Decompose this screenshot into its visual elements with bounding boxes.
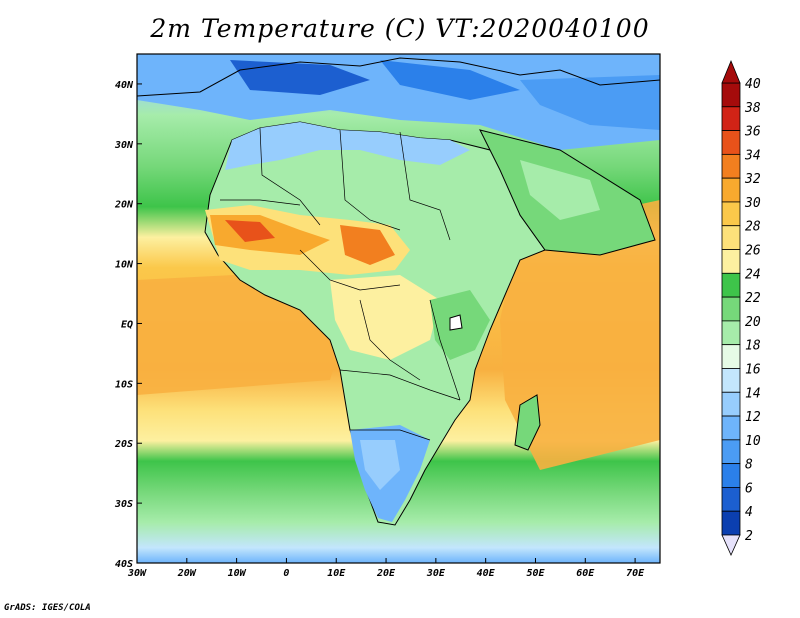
- colorbar-label: 20: [745, 315, 761, 330]
- lat-tick-label: 40N: [115, 80, 134, 91]
- latitude-axis: 40N 30N 20N 10N EQ 10S 20S 30S 40S: [114, 80, 142, 570]
- colorbar-swatch: [721, 391, 741, 417]
- colorbar-label: 18: [745, 339, 761, 354]
- lon-tick-label: 10W: [228, 568, 247, 579]
- map-field: [137, 54, 660, 563]
- lon-tick-label: 50E: [526, 568, 545, 579]
- madagascar: [514, 394, 541, 451]
- colorbar-swatch: [721, 296, 741, 322]
- longitude-axis: 30W 20W 10W 0 10E 20E 30E 40E 50E 60E 70E: [127, 558, 645, 579]
- kalahari: [360, 440, 400, 490]
- europe-coast: [137, 57, 660, 97]
- central-africa: [330, 275, 440, 360]
- colorbar-swatch: [721, 344, 741, 369]
- lat-tick-label: EQ: [121, 319, 133, 330]
- country-borders: [220, 127, 461, 441]
- colorbar-label: 28: [745, 220, 761, 235]
- colorbar-label: 12: [745, 410, 761, 425]
- colorbar-swatch: [721, 463, 741, 488]
- colorbar-swatch: [721, 320, 741, 346]
- lat-tick-label: 30S: [114, 499, 133, 510]
- colorbar-label: 6: [745, 481, 753, 496]
- colorbar-swatch: [721, 201, 741, 227]
- lat-tick-label: 10S: [115, 379, 133, 390]
- colorbar-label: 26: [745, 244, 761, 259]
- lon-tick-label: 20W: [177, 568, 197, 579]
- colorbar-label: 30: [744, 196, 761, 211]
- colorbar-label: 2: [745, 529, 753, 544]
- colorbar: 40 38 36 34 32 30 28 26 24 22 20 18 16 14 12 10 8 6 4 2: [721, 59, 761, 556]
- colorbar-label: 14: [745, 386, 761, 401]
- colorbar-label: 34: [744, 148, 761, 163]
- colorbar-label: 36: [744, 125, 761, 140]
- colorbar-swatch: [721, 439, 741, 465]
- colorbar-swatch: [721, 272, 741, 298]
- mideast-cold: [520, 75, 660, 130]
- colorbar-label: 40: [745, 77, 761, 92]
- colorbar-swatch: [721, 106, 741, 131]
- lake-victoria: [449, 314, 463, 331]
- indian-ocean-warm: [500, 200, 660, 470]
- colorbar-swatch: [721, 510, 741, 536]
- lat-tick-label: 30N: [114, 140, 134, 151]
- colorbar-label: 4: [745, 505, 753, 520]
- colorbar-max-arrow: [721, 59, 741, 84]
- colorbar-label: 16: [745, 362, 761, 377]
- plot-frame: [136, 53, 661, 564]
- colorbar-swatch: [721, 153, 741, 179]
- lat-tick-label: 10N: [115, 260, 134, 271]
- colorbar-label: 24: [745, 267, 761, 282]
- colorbar-swatch: [721, 368, 741, 393]
- colorbar-label: 22: [745, 291, 761, 306]
- lon-tick-label: 40E: [477, 568, 496, 579]
- colorbar-label: 8: [745, 458, 753, 473]
- colorbar-swatch: [721, 415, 741, 441]
- lat-tick-label: 40S: [115, 559, 133, 570]
- colorbar-min-arrow: [721, 534, 741, 556]
- colorbar-swatch: [721, 82, 741, 108]
- lon-tick-label: 30E: [426, 568, 446, 579]
- lat-tick-label: 20S: [114, 439, 133, 450]
- colorbar-swatch: [721, 249, 741, 274]
- colorbar-swatch: [721, 487, 741, 512]
- credit-text: GrADS: IGES/COLA: [4, 603, 91, 613]
- balkans-cold: [380, 60, 520, 100]
- sahel-hottest: [225, 220, 275, 242]
- colorbar-label: 38: [744, 101, 761, 116]
- sahara-north: [225, 122, 470, 170]
- map-title: 2m Temperature (C) VT:2020040100: [150, 14, 650, 43]
- lon-tick-label: 10E: [327, 568, 346, 579]
- colorbar-label: 10: [745, 434, 761, 449]
- lat-tick-label: 20N: [114, 200, 134, 211]
- lon-tick-label: 20E: [376, 568, 396, 579]
- arabia-interior: [520, 160, 600, 220]
- lon-tick-label: 0: [283, 568, 289, 579]
- sahel-hot-east: [340, 225, 395, 265]
- colorbar-swatch: [721, 225, 741, 250]
- lon-tick-label: 70E: [626, 568, 645, 579]
- colorbar-label: 32: [744, 172, 761, 187]
- lon-tick-label: 30W: [127, 568, 147, 579]
- colorbar-swatch: [721, 177, 741, 203]
- colorbar-swatch: [721, 130, 741, 155]
- iberia-cold: [230, 60, 370, 95]
- lon-tick-label: 60E: [576, 568, 595, 579]
